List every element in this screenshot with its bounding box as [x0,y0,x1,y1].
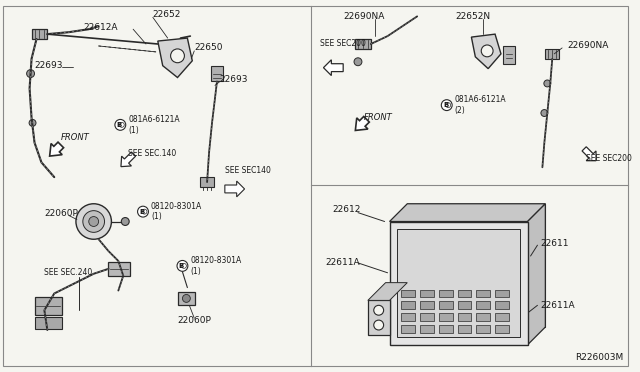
Text: 22611A: 22611A [325,259,360,267]
Bar [211,66,223,81]
Bar [458,325,472,333]
Text: FRONT: FRONT [61,133,90,142]
Bar [420,289,434,298]
Circle shape [115,119,125,130]
Polygon shape [121,152,136,167]
Text: R226003M: R226003M [575,353,623,362]
Text: 22690NA: 22690NA [343,12,385,21]
Bar [439,289,452,298]
Text: SEE SEC200: SEE SEC200 [586,154,632,163]
Circle shape [27,70,35,77]
Text: SEE SEC.140: SEE SEC.140 [128,149,177,158]
Polygon shape [527,204,545,345]
Bar [108,262,130,276]
Circle shape [122,218,129,225]
Text: 22693: 22693 [219,75,248,84]
Polygon shape [368,283,407,301]
Circle shape [89,217,99,227]
Circle shape [481,45,493,57]
Polygon shape [50,142,63,156]
Text: 081A6-6121A
(1): 081A6-6121A (1) [128,115,180,135]
Text: 081A6-6121A
(2): 081A6-6121A (2) [454,96,506,115]
Bar [495,289,509,298]
Bar [35,298,62,315]
Circle shape [374,320,383,330]
Bar [495,325,509,333]
Bar [495,313,509,321]
Polygon shape [158,38,192,77]
Circle shape [182,295,190,302]
Polygon shape [225,181,244,197]
Circle shape [76,204,111,239]
Polygon shape [355,116,369,131]
Circle shape [138,206,148,217]
Bar [407,204,545,327]
Bar [439,301,452,309]
Bar [200,177,214,187]
Text: B: B [116,122,122,128]
Text: 22612: 22612 [332,205,361,214]
Polygon shape [390,204,545,221]
Bar [390,221,527,345]
Polygon shape [582,147,596,161]
Text: SEE SEC200: SEE SEC200 [319,39,365,48]
Text: 22612A: 22612A [84,23,118,32]
Bar [397,230,520,337]
Text: B: B [179,263,184,269]
Text: 22611A: 22611A [540,301,575,310]
Circle shape [374,305,383,315]
Bar [401,301,415,309]
Text: SEE SEC.240: SEE SEC.240 [44,268,93,277]
Bar [31,29,47,39]
Text: 22652N: 22652N [456,12,491,21]
Text: 22060P: 22060P [177,315,211,325]
Bar [495,301,509,309]
Text: B: B [443,102,449,108]
Circle shape [177,260,188,271]
Circle shape [541,110,548,116]
Bar [401,313,415,321]
Bar [458,313,472,321]
Bar [420,325,434,333]
Bar [35,317,62,329]
Text: 22693: 22693 [35,61,63,70]
Polygon shape [472,34,501,69]
Circle shape [544,80,551,87]
Circle shape [442,100,452,110]
Text: 22650: 22650 [195,44,223,52]
Text: 22611: 22611 [540,239,569,248]
Bar [476,301,490,309]
Circle shape [29,119,36,126]
Bar [458,289,472,298]
Circle shape [83,211,104,232]
Bar [439,313,452,321]
Bar [401,289,415,298]
Bar [476,325,490,333]
Circle shape [354,58,362,66]
Text: 08120-8301A
(1): 08120-8301A (1) [151,202,202,221]
Text: 22652: 22652 [153,10,181,19]
Bar [401,325,415,333]
Bar [420,313,434,321]
Bar [476,289,490,298]
Bar [545,49,559,59]
Text: 08120-8301A
(1): 08120-8301A (1) [190,256,241,276]
Polygon shape [323,60,343,76]
Text: SEE SEC140: SEE SEC140 [225,166,271,175]
Text: 22690NA: 22690NA [567,41,609,51]
Bar [177,292,195,305]
Bar [439,325,452,333]
Text: FRONT: FRONT [364,113,393,122]
Polygon shape [368,301,390,335]
Bar [476,313,490,321]
Text: B: B [140,209,145,215]
Bar [420,301,434,309]
Circle shape [171,49,184,63]
Bar [458,301,472,309]
Text: 22060P: 22060P [44,209,78,218]
Bar [503,46,515,64]
Bar [355,39,371,49]
